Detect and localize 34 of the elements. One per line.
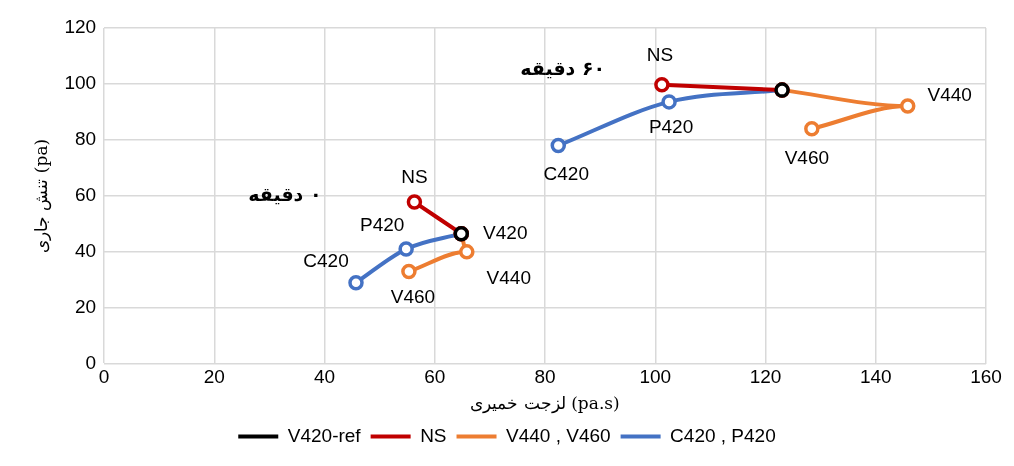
legend-label: V420-ref [287,424,362,446]
y-tick-label: 20 [74,296,97,318]
x-tick-label: 160 [970,366,1002,388]
y-tick-label: 120 [64,16,97,38]
y-axis-title: تنش جاری (pa) [30,138,52,253]
annotation: C420 [543,162,589,184]
x-tick-label: 100 [639,366,672,388]
x-tick-label: 60 [424,366,446,388]
annotation: V440 [927,84,972,106]
y-tick-label: 80 [74,128,97,150]
annotation: P420 [648,116,694,138]
x-tick-label: 80 [534,366,556,388]
annotation: C420 [303,249,349,271]
y-tick-label: 100 [64,72,97,94]
x-tick-label: 140 [859,366,892,388]
y-tick-label: 40 [74,240,97,262]
annotation: ۰ دقیقه [248,182,322,205]
x-tick-label: 40 [314,366,336,388]
x-axis-title: لزجت خمیری (pa.s) [470,393,620,415]
annotation: V440 [486,267,531,289]
x-tick-label: 120 [749,366,782,388]
annotation: ۶۰ دقیقه [520,56,606,79]
legend-label: C420 , P420 [670,424,776,446]
y-tick-label: 60 [74,184,97,206]
legend-label: NS [420,424,447,446]
legend-label: V440 , V460 [506,424,611,446]
annotation: NS [646,44,674,66]
annotation: P420 [359,214,405,236]
annotation: NS [401,166,428,188]
y-tick-label: 0 [85,352,97,374]
x-tick-label: 20 [203,366,225,388]
annotation: V460 [390,285,436,307]
annotation: V460 [784,146,830,168]
annotation: V420 [483,221,528,243]
